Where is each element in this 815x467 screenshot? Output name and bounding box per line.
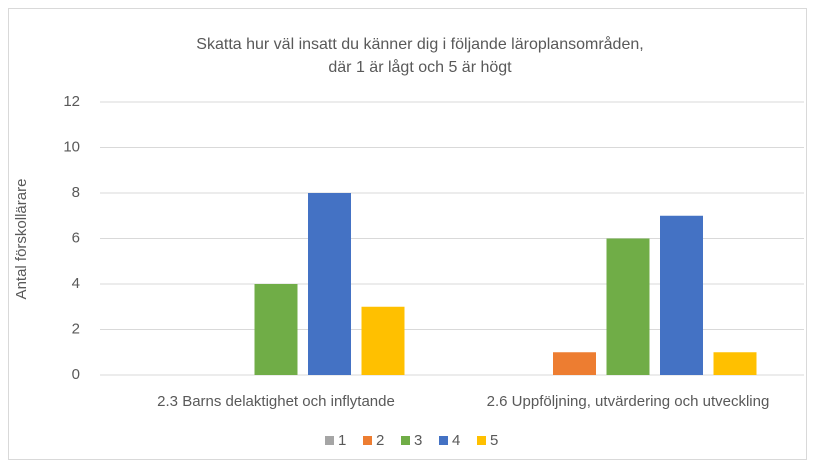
- y-tick-label: 4: [72, 275, 80, 292]
- legend-swatch: [401, 436, 410, 445]
- legend-label: 2: [376, 432, 384, 449]
- legend-label: 5: [490, 432, 498, 449]
- legend-label: 1: [338, 432, 346, 449]
- y-tick-label: 10: [63, 138, 80, 155]
- y-axis-label: Antal förskollärare: [13, 179, 30, 300]
- y-tick-label: 0: [72, 366, 80, 383]
- chart-title: där 1 är lågt och 5 är högt: [328, 58, 512, 76]
- bar: [308, 193, 351, 375]
- legend-label: 4: [452, 432, 460, 449]
- y-tick-label: 12: [63, 93, 80, 110]
- x-tick-label: 2.3 Barns delaktighet och inflytande: [157, 393, 395, 410]
- bar: [606, 238, 650, 375]
- legend-swatch: [363, 436, 372, 445]
- legend-label: 3: [414, 432, 422, 449]
- chart-title: Skatta hur väl insatt du känner dig i fö…: [196, 35, 643, 53]
- y-tick-label: 6: [72, 229, 80, 246]
- y-tick-label: 2: [72, 320, 80, 337]
- bar: [254, 284, 298, 375]
- x-tick-label: 2.6 Uppföljning, utvärdering och utveckl…: [487, 393, 770, 410]
- bar: [361, 306, 405, 375]
- legend-swatch: [325, 436, 334, 445]
- bar: [553, 352, 596, 375]
- y-tick-label: 8: [72, 184, 80, 201]
- legend-swatch: [439, 436, 448, 445]
- bar: [713, 352, 757, 375]
- legend-swatch: [477, 436, 486, 445]
- bar: [660, 215, 703, 375]
